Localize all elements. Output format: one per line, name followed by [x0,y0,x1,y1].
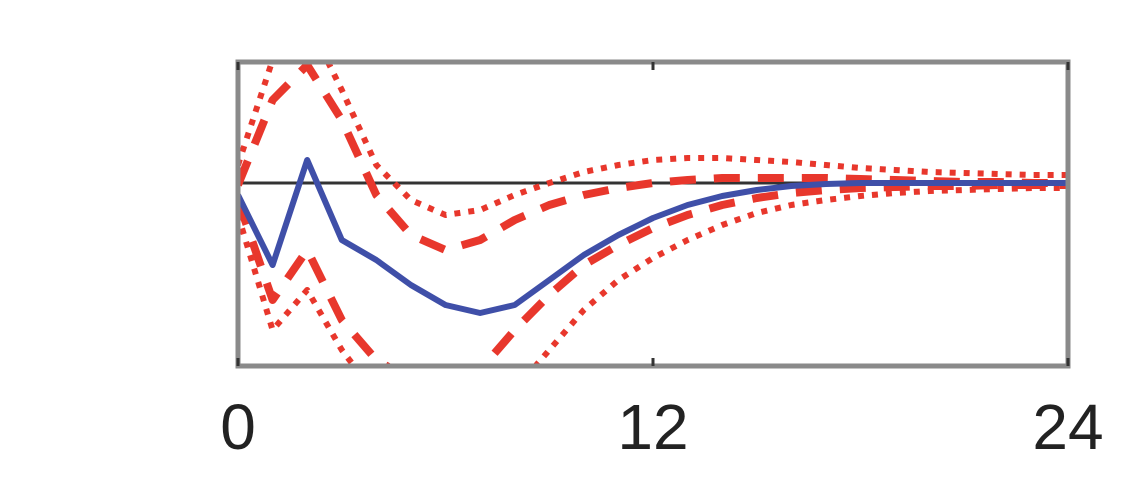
series-line [238,62,1068,218]
x-tick-label: 0 [220,391,256,463]
plot-frame [235,59,1071,369]
plot-area [238,62,1068,366]
series-line [238,62,1068,254]
x-tick-label: 24 [1032,391,1103,463]
x-tick-label: 12 [617,391,688,463]
series-line [238,185,1068,366]
series-line [238,157,1068,316]
